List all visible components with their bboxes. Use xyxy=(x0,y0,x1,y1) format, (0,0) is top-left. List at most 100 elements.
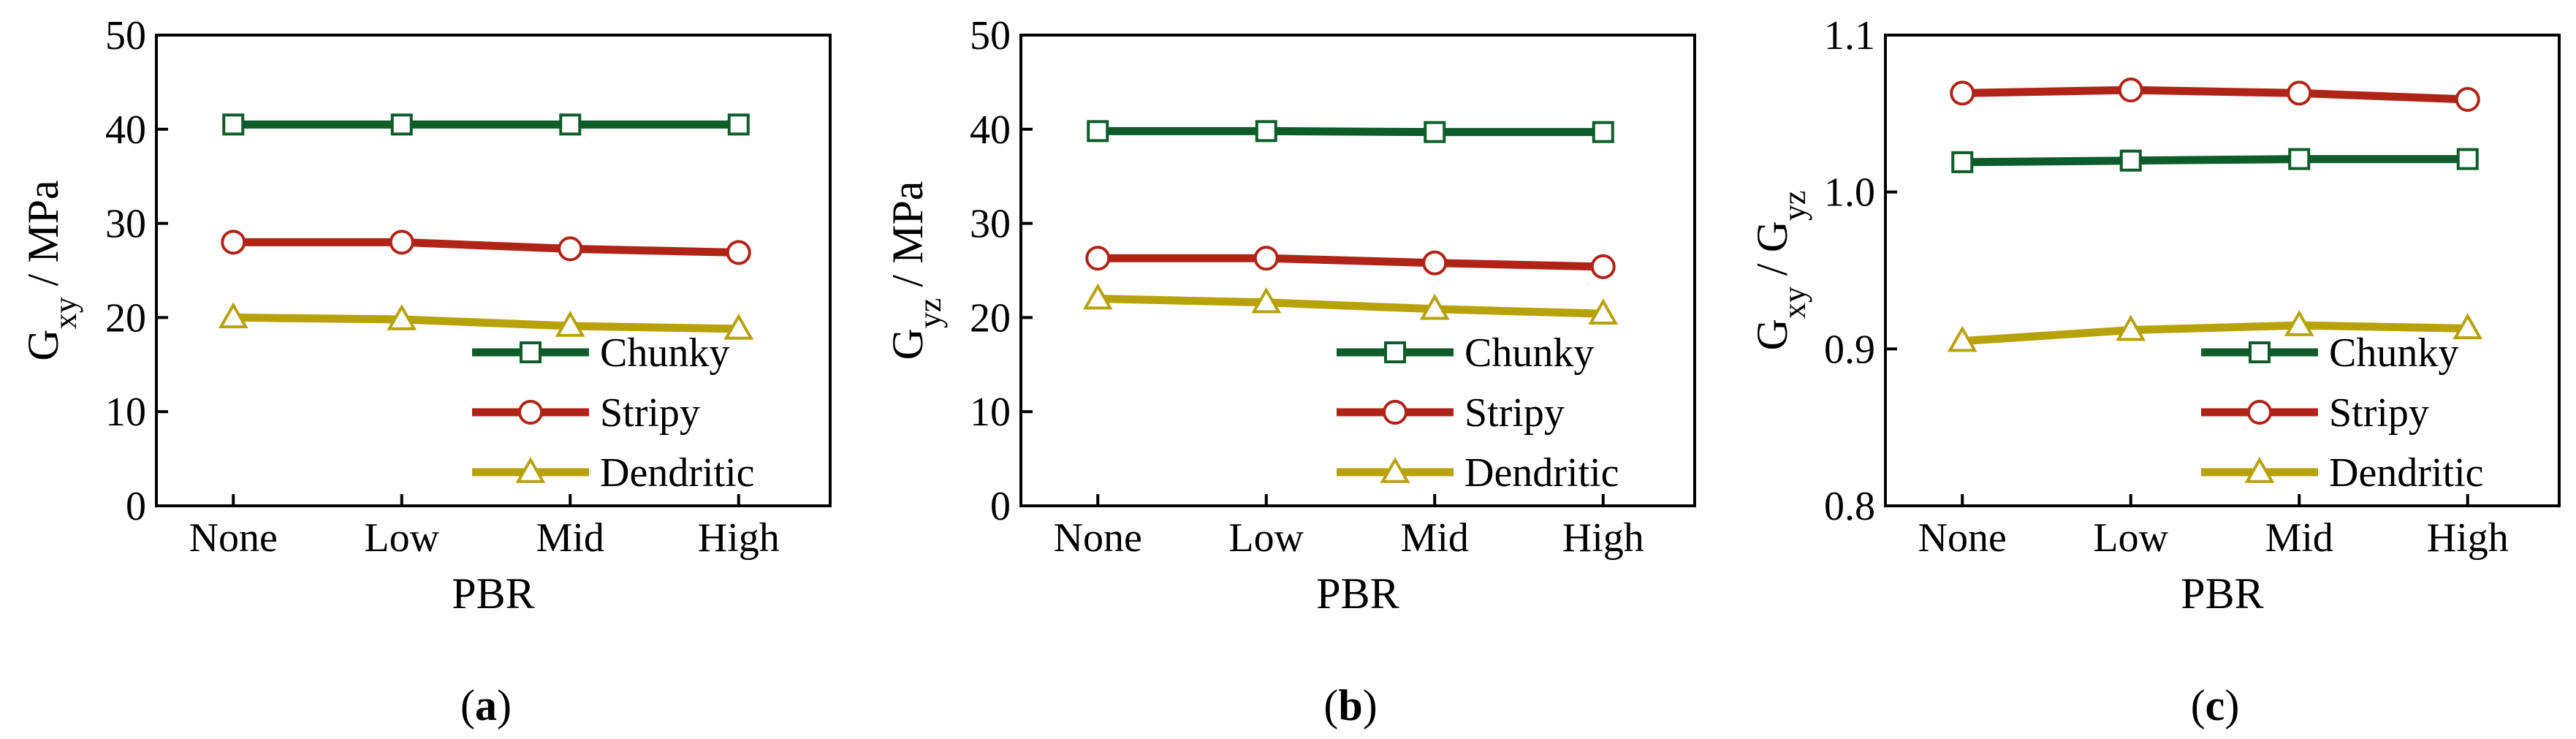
x-tick-label: Mid xyxy=(2265,515,2333,561)
legend-marker-dendritic xyxy=(2244,456,2275,483)
legend-marker-chunky xyxy=(2249,341,2271,363)
data-point-chunky xyxy=(1592,121,1614,143)
x-tick-label: None xyxy=(1054,515,1142,561)
data-point-dendritic xyxy=(1419,293,1450,320)
y-tick-label: 0 xyxy=(990,484,1011,529)
data-point-stripy xyxy=(726,240,751,265)
x-tick-label: High xyxy=(698,515,780,561)
data-point-stripy xyxy=(1422,250,1448,276)
y-axis-label: Gyz / MPa xyxy=(884,181,948,360)
data-point-stripy xyxy=(1253,246,1279,271)
y-tick-label: 0.8 xyxy=(1824,484,1875,529)
legend-label-dendritic: Dendritic xyxy=(1464,450,1619,496)
data-point-chunky xyxy=(390,113,413,136)
data-point-stripy xyxy=(2287,80,2312,106)
data-point-chunky xyxy=(2456,148,2479,170)
series-line-chunky xyxy=(1098,126,1603,137)
y-axis-label: Gxy / Gyz xyxy=(1748,191,1812,351)
panel-label: (b) xyxy=(1323,681,1377,729)
data-point-stripy xyxy=(389,230,414,255)
series-line-dendritic xyxy=(1961,321,2468,346)
series-line-stripy xyxy=(1098,254,1603,271)
legend-label-dendritic: Dendritic xyxy=(2329,450,2483,496)
y-tick-label: 40 xyxy=(970,107,1011,153)
data-point-stripy xyxy=(558,236,583,262)
data-point-chunky xyxy=(2119,149,2142,172)
data-point-chunky xyxy=(1424,121,1446,143)
x-axis-label: PBR xyxy=(452,569,534,618)
data-point-dendritic xyxy=(2452,313,2483,340)
y-tick-label: 1.1 xyxy=(1824,13,1875,58)
data-point-dendritic xyxy=(723,313,754,340)
data-point-dendritic xyxy=(1588,298,1619,325)
data-point-dendritic xyxy=(1082,283,1113,310)
data-point-chunky xyxy=(727,113,750,136)
panel-a: 0 10 20 30 40 50 None Low Mid High PBR Gxy / MPa Chu… xyxy=(19,13,832,729)
legend-marker-dendritic xyxy=(515,456,546,483)
series-line-chunky xyxy=(1962,155,2468,167)
x-axis-label: PBR xyxy=(2181,569,2263,618)
legend-marker-stripy xyxy=(518,400,543,425)
y-tick-label: 30 xyxy=(970,202,1011,247)
data-point-dendritic xyxy=(1251,287,1282,314)
x-tick-label: Mid xyxy=(536,515,604,561)
data-point-stripy xyxy=(2118,77,2143,103)
y-axis-label: Gxy / MPa xyxy=(19,180,83,360)
y-tick-label: 10 xyxy=(105,390,146,435)
y-tick-label: 10 xyxy=(970,390,1011,435)
data-point-chunky xyxy=(2288,148,2311,170)
x-tick-label: Low xyxy=(364,515,439,561)
legend-label-dendritic: Dendritic xyxy=(600,450,754,496)
y-tick-label: 50 xyxy=(970,13,1011,58)
legend-label-chunky: Chunky xyxy=(2329,330,2458,376)
x-axis-label: PBR xyxy=(1316,569,1399,618)
y-tick-label: 1.0 xyxy=(1824,170,1875,216)
plot-frame xyxy=(1019,34,1696,507)
legend-marker-chunky xyxy=(520,341,542,363)
data-point-stripy xyxy=(1085,246,1111,271)
y-tick-label: 20 xyxy=(105,295,146,341)
plot-frame xyxy=(1884,34,2561,507)
panel-label: (a) xyxy=(460,681,512,729)
x-tick-label: None xyxy=(189,515,278,561)
data-point-dendritic xyxy=(555,310,585,337)
data-point-dendritic xyxy=(218,302,248,329)
x-tick-label: Low xyxy=(1228,515,1304,561)
plot-frame xyxy=(155,34,832,507)
data-point-chunky xyxy=(1255,120,1277,143)
y-tick-label: 20 xyxy=(970,295,1011,341)
legend-marker-chunky xyxy=(1384,341,1406,363)
legend-label-chunky: Chunky xyxy=(1464,330,1594,376)
data-point-stripy xyxy=(1950,80,1975,106)
x-tick-label: High xyxy=(1562,515,1644,561)
legend-label-stripy: Stripy xyxy=(2329,390,2429,436)
data-point-dendritic xyxy=(1947,325,1977,352)
data-point-dendritic xyxy=(2116,314,2146,341)
data-point-dendritic xyxy=(2284,310,2314,336)
panel-b: 0 10 20 30 40 50 None Low Mid High PBR Gyz / MPa Chu… xyxy=(884,13,1696,729)
y-tick-label: 30 xyxy=(105,202,146,247)
y-tick-label: 50 xyxy=(105,13,146,58)
data-point-chunky xyxy=(559,113,582,136)
x-tick-label: Mid xyxy=(1401,515,1469,561)
y-tick-label: 0.9 xyxy=(1824,327,1875,372)
series-line-dendritic xyxy=(1098,295,1603,318)
legend-label-stripy: Stripy xyxy=(1464,390,1565,436)
x-tick-label: None xyxy=(1918,515,2007,561)
x-tick-label: Low xyxy=(2093,515,2168,561)
legend-marker-dendritic xyxy=(1380,456,1410,483)
series-line-stripy xyxy=(1962,86,2468,104)
series-line-stripy xyxy=(233,238,739,257)
legend-label-chunky: Chunky xyxy=(600,330,729,376)
legend-marker-stripy xyxy=(1383,400,1407,425)
data-point-dendritic xyxy=(387,303,417,330)
x-tick-label: High xyxy=(2427,515,2509,561)
y-tick-label: 0 xyxy=(126,484,146,529)
series-line-dendritic xyxy=(233,313,739,333)
data-point-stripy xyxy=(2455,87,2480,113)
data-point-chunky xyxy=(1951,151,1974,173)
panel-label: (c) xyxy=(2191,681,2240,729)
panel-c: 0.8 0.9 1.0 1.1 None Low Mid High PBR Gxy / Gyz Ch… xyxy=(1748,13,2561,729)
data-point-stripy xyxy=(1590,254,1616,279)
